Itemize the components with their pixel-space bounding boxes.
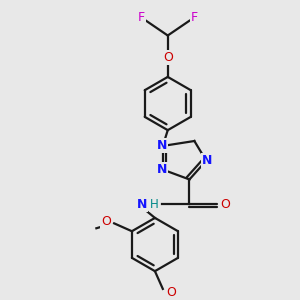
Text: N: N	[137, 198, 147, 211]
Text: F: F	[138, 11, 145, 24]
Text: H: H	[150, 198, 158, 211]
Text: N: N	[157, 140, 167, 152]
Text: O: O	[166, 286, 175, 299]
Text: N: N	[202, 154, 212, 167]
Text: F: F	[191, 11, 198, 24]
Text: N: N	[157, 163, 167, 176]
Text: O: O	[101, 215, 111, 228]
Text: O: O	[163, 51, 173, 64]
Text: O: O	[220, 198, 230, 211]
